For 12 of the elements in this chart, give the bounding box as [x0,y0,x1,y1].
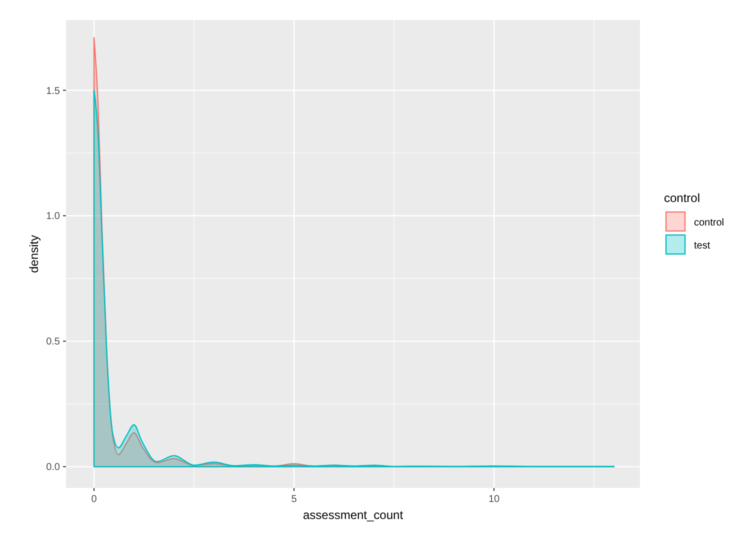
y-tick-label: 1.0 [46,211,60,222]
x-tick-label: 0 [91,494,98,505]
y-tick-label: 1.5 [46,86,60,97]
y-tick-label: 0.0 [46,462,60,474]
legend-label: test [694,240,710,252]
x-tick-label: 5 [291,494,298,505]
legend-title: control [664,191,700,205]
x-axis-title: assessment_count [302,508,404,522]
y-tick-label: 0.5 [46,336,60,348]
x-tick-label: 10 [488,494,500,505]
y-axis-title: density [27,234,41,274]
legend-label: control [694,218,724,228]
